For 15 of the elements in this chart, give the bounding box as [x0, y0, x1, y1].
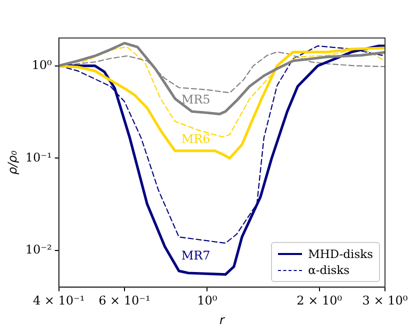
annotation: MR6 — [181, 132, 210, 146]
y-axis-title: ρ/ρ₀ — [5, 150, 20, 175]
annotation: MR7 — [181, 248, 210, 262]
x-tick-label: 6 × 10⁻¹ — [98, 294, 150, 308]
x-tick-label: 10⁰ — [197, 294, 218, 308]
x-tick-label: 4 × 10⁻¹ — [32, 294, 85, 308]
y-tick-label: 10⁻¹ — [25, 150, 52, 164]
x-tick-label: 3 × 10⁰ — [362, 294, 408, 308]
x-tick-label: 2 × 10⁰ — [296, 294, 342, 308]
annotation: MR5 — [181, 92, 210, 106]
y-tick-label: 10⁻² — [25, 242, 52, 257]
legend-label: MHD-disks — [308, 246, 373, 262]
y-tick-label: 10⁰ — [32, 58, 52, 72]
x-axis-title: r — [219, 312, 226, 327]
legend-label: α-disks — [308, 262, 350, 278]
